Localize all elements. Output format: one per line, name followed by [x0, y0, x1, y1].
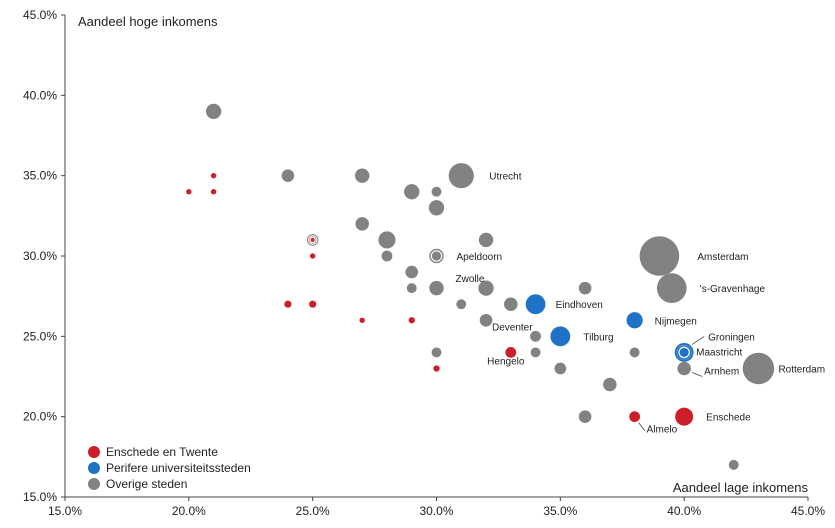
legend-label: Enschede en Twente — [106, 445, 218, 459]
y-tick-label: 35.0% — [23, 169, 57, 183]
x-tick-label: 35.0% — [543, 504, 577, 518]
bubble-other — [728, 459, 739, 470]
city-label: Enschede — [706, 413, 751, 424]
legend-marker-other — [88, 478, 100, 490]
x-tick-label: 30.0% — [419, 504, 453, 518]
label-leader-line — [638, 422, 645, 431]
legend-marker-university — [88, 462, 100, 474]
bubble-other — [554, 362, 567, 375]
bubble-twente — [629, 411, 641, 423]
x-tick-label: 20.0% — [172, 504, 206, 518]
bubble-twente — [284, 300, 292, 308]
x-tick-label: 25.0% — [296, 504, 330, 518]
city-label: Amsterdam — [697, 252, 748, 263]
city-label: Arnhem — [704, 366, 739, 377]
city-label: Utrecht — [489, 172, 521, 183]
label-leader-line — [691, 336, 705, 345]
bubble-other — [404, 184, 420, 200]
bubble-other — [478, 280, 494, 296]
bubble-university — [550, 326, 571, 347]
bubble-other — [429, 280, 444, 296]
bubble-twente — [309, 253, 316, 259]
bubble-other — [431, 347, 442, 358]
bubble-other — [428, 200, 445, 216]
y-tick-label: 20.0% — [23, 410, 57, 424]
bubble-twente — [210, 189, 217, 195]
bubble-ring — [309, 236, 316, 244]
x-axis-title: Aandeel lage inkomens — [673, 480, 809, 495]
bubble-twente — [210, 172, 217, 179]
bubble-other — [381, 250, 393, 262]
city-label: Zwolle — [456, 274, 485, 285]
bubble-twente — [505, 347, 517, 358]
city-label: Rotterdam — [778, 364, 825, 375]
bubble-university — [525, 294, 546, 315]
bubble-other — [603, 377, 617, 392]
x-tick-label: 45.0% — [791, 504, 825, 518]
city-label: Eindhoven — [556, 300, 603, 311]
bubble-other — [578, 410, 592, 423]
bubble-other — [405, 265, 419, 279]
bubble-other — [378, 231, 396, 249]
label-leader-line — [692, 372, 703, 377]
bubble-ring — [430, 250, 443, 262]
city-label: Tilburg — [583, 332, 613, 343]
bubble-twente — [433, 365, 440, 372]
bubble-ring — [307, 235, 318, 245]
y-axis-title: Aandeel hoge inkomens — [78, 14, 218, 29]
bubble-twente — [309, 300, 317, 308]
y-tick-label: 25.0% — [23, 329, 57, 343]
city-label: Groningen — [708, 332, 755, 343]
bubble-twente — [675, 407, 694, 426]
bubble-twente — [186, 189, 192, 195]
city-label: Apeldoorn — [457, 252, 503, 263]
bubble-other — [431, 186, 442, 197]
axes: 15.0%15.0% 20.0% 20.0% 25.0% 25.0% 30.0% 30.0%… — [23, 8, 825, 518]
bubble-other — [578, 281, 592, 295]
bubble-other — [355, 217, 369, 231]
bubble-other — [656, 273, 687, 303]
bubble-twente — [359, 317, 365, 323]
y-tick-label: 45.0% — [23, 8, 57, 22]
bubble-other — [281, 169, 295, 182]
bubble-other — [448, 163, 474, 189]
x-tick-label: 40.0% — [667, 504, 701, 518]
bubble-other — [479, 313, 493, 327]
bubble-other — [742, 352, 775, 385]
bubble-other — [205, 103, 222, 120]
y-tick-label: 30.0% — [23, 249, 57, 263]
city-label: 's-Gravenhage — [700, 284, 766, 295]
city-label: Almelo — [647, 425, 678, 436]
legend-label: Perifere universiteitssteden — [106, 461, 251, 475]
bubble-other — [639, 236, 680, 276]
bubble-university — [626, 312, 643, 329]
city-label: Nijmegen — [655, 316, 697, 327]
bubble-other — [677, 361, 691, 376]
bubble-twente — [408, 317, 415, 324]
bubble-other — [504, 297, 518, 311]
bubble-other — [355, 168, 370, 183]
y-tick-label: 15.0% — [23, 490, 57, 504]
city-labels: Hengelo Almelo Enschede Eindhoven Tilburg Nij… — [456, 172, 826, 436]
bubble-other — [406, 283, 417, 294]
city-label: Maastricht — [696, 347, 742, 358]
bubbles — [186, 103, 775, 470]
x-tick-label: 15.0% — [48, 504, 82, 518]
bubble-other — [478, 232, 494, 248]
bubble-ring — [678, 346, 690, 359]
bubble-other — [530, 330, 541, 342]
bubble-other — [456, 299, 467, 310]
bubble-other — [530, 347, 541, 358]
legend-marker-twente — [88, 446, 100, 458]
city-label: Deventer — [492, 322, 533, 333]
y-tick-label: 40.0% — [23, 88, 57, 102]
bubble-other — [629, 347, 640, 358]
city-label: Hengelo — [487, 356, 525, 367]
legend-label: Overige steden — [106, 477, 187, 491]
legend: Enschede en Twente Perifere universiteits… — [88, 445, 251, 491]
